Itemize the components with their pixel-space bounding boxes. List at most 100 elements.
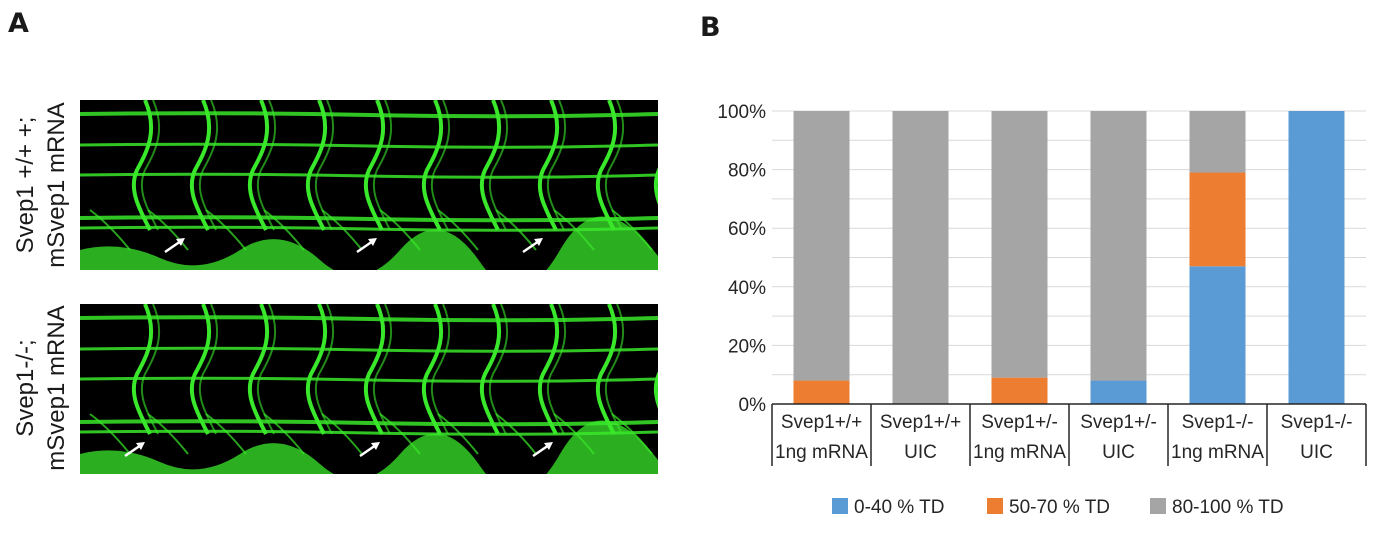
micro-top-segmental-vessel bbox=[604, 99, 625, 231]
row-label-bottom-line2: mSvep1 mRNA bbox=[43, 305, 70, 471]
micro-bottom-segmental-vessel bbox=[653, 303, 676, 435]
micro-top-lymphatic-vessel bbox=[205, 209, 247, 251]
micro-top-lymphatic-vessel bbox=[321, 209, 363, 251]
micro-bottom-lymphatic-vessel bbox=[321, 413, 363, 455]
bar-segment bbox=[991, 377, 1048, 404]
x-tick-label: 1ng mRNA bbox=[1171, 442, 1264, 463]
micro-top-segmental-vessel bbox=[430, 99, 451, 231]
legend-swatch bbox=[1150, 498, 1166, 514]
micro-bottom-segmental-vessel bbox=[131, 303, 154, 435]
micro-top-segmental-vessel bbox=[140, 99, 161, 231]
bar-segment bbox=[793, 380, 850, 404]
x-tick-label: UIC bbox=[1102, 442, 1135, 463]
micro-bottom-segmental-vessel bbox=[546, 303, 567, 435]
micro-top-segmental-vessel bbox=[488, 99, 509, 231]
micro-top-segmental-vessel bbox=[595, 99, 618, 231]
micro-bottom-segmental-vessel bbox=[314, 303, 335, 435]
micro-top-segmental-vessel bbox=[247, 99, 270, 231]
y-tick-label: 40% bbox=[728, 278, 766, 299]
micro-bottom-segmental-vessel bbox=[430, 303, 451, 435]
micro-top-axial-vessel bbox=[79, 111, 659, 119]
x-tick-label: Svep1-/- bbox=[1281, 412, 1353, 433]
micro-top-segmental-vessel bbox=[198, 99, 219, 231]
legend-label: 50-70 % TD bbox=[1009, 497, 1110, 518]
micro-top-segmental-vessel bbox=[653, 99, 676, 231]
micro-top-segmental-vessel bbox=[546, 99, 567, 231]
bar-segment bbox=[1189, 111, 1246, 173]
x-tick-label: Svep1+/+ bbox=[880, 412, 961, 433]
bar-segment bbox=[1189, 172, 1246, 267]
micro-top-arrow bbox=[164, 238, 185, 254]
micro-bottom-segmental-vessel bbox=[595, 303, 618, 435]
micro-bottom-lymphatic-vessel bbox=[495, 413, 537, 455]
micro-bottom-segmental-vessel bbox=[247, 303, 270, 435]
micro-bottom-segmental-vessel bbox=[537, 303, 560, 435]
micro-top-segmental-vessel bbox=[421, 99, 444, 231]
micro-bottom-segmental-vessel bbox=[305, 303, 328, 435]
y-tick-label: 20% bbox=[728, 336, 766, 357]
micro-bottom-arrow bbox=[124, 442, 145, 458]
microscopy-image-top bbox=[79, 99, 683, 289]
row-label-top-line1: Svep1 +/+ +; bbox=[12, 116, 39, 254]
micro-top-arrow bbox=[356, 238, 377, 254]
bar-segment bbox=[793, 111, 850, 381]
row-label-top: Svep1 +/+ +; mSvep1 mRNA bbox=[10, 90, 74, 280]
row-label-bottom: Svep1-/-; mSvep1 mRNA bbox=[10, 293, 74, 483]
micro-bottom-segmental-vessel bbox=[488, 303, 509, 435]
micro-top-lymphatic-vessel bbox=[147, 209, 189, 251]
micro-top-segmental-vessel bbox=[314, 99, 335, 231]
x-tick-label: Svep1+/+ bbox=[781, 412, 862, 433]
micro-top-segmental-vessel bbox=[256, 99, 277, 231]
micro-bottom-segmental-vessel bbox=[372, 303, 393, 435]
micro-top-arrow bbox=[522, 238, 543, 254]
legend-swatch bbox=[832, 498, 848, 514]
micro-top-lymphatic-vessel bbox=[89, 209, 131, 251]
legend-swatch bbox=[987, 498, 1003, 514]
bar-segment bbox=[1090, 111, 1147, 381]
micro-bottom-segmental-vessel bbox=[140, 303, 161, 435]
micro-bottom-segmental-vessel bbox=[363, 303, 386, 435]
stacked-bar-chart: 0% 20% 40% 60% 80% 100% Svep1+/+ 1ng mRNA Svep1+… bbox=[700, 90, 1380, 546]
bar-segment bbox=[1189, 266, 1246, 404]
micro-bottom-segmental-vessel bbox=[256, 303, 277, 435]
micro-top-segmental-vessel bbox=[363, 99, 386, 231]
x-tick-label: UIC bbox=[1300, 442, 1333, 463]
row-label-bottom-line1: Svep1-/-; bbox=[12, 339, 39, 437]
y-tick-label: 60% bbox=[728, 219, 766, 240]
x-tick-label: Svep1-/- bbox=[1182, 412, 1254, 433]
y-tick-label: 80% bbox=[728, 161, 766, 182]
bar-segment bbox=[1090, 380, 1147, 404]
micro-bottom-arrow bbox=[359, 442, 380, 458]
micro-top-axial-vessel bbox=[79, 172, 659, 179]
x-tick-label: UIC bbox=[904, 442, 937, 463]
panel-a-label: A bbox=[8, 8, 29, 39]
legend-label: 0-40 % TD bbox=[854, 497, 944, 518]
x-tick-label: 1ng mRNA bbox=[973, 442, 1066, 463]
micro-bottom-arrow bbox=[532, 442, 553, 458]
micro-bottom-axial-vessel bbox=[79, 315, 659, 323]
bar-segment bbox=[991, 111, 1048, 378]
micro-top-segmental-vessel bbox=[479, 99, 502, 231]
micro-bottom-segmental-vessel bbox=[421, 303, 444, 435]
micro-top-segmental-vessel bbox=[189, 99, 212, 231]
micro-top-segmental-vessel bbox=[537, 99, 560, 231]
micro-top-axial-vessel bbox=[79, 225, 659, 232]
micro-bottom-axial-vessel bbox=[79, 376, 659, 383]
micro-bottom-axial-vessel bbox=[79, 346, 659, 353]
y-tick-label: 100% bbox=[717, 102, 766, 123]
x-tick-label: 1ng mRNA bbox=[775, 442, 868, 463]
x-tick-label: Svep1+/- bbox=[981, 412, 1058, 433]
panel-b-label: B bbox=[700, 12, 721, 43]
micro-top-segmental-vessel bbox=[305, 99, 328, 231]
micro-top-lymphatic-vessel bbox=[263, 209, 305, 251]
micro-bottom-lymphatic-vessel bbox=[205, 413, 247, 455]
micro-bottom-segmental-vessel bbox=[189, 303, 212, 435]
bar-segment bbox=[892, 111, 949, 404]
micro-bottom-segmental-vessel bbox=[604, 303, 625, 435]
micro-bottom-segmental-vessel bbox=[479, 303, 502, 435]
micro-bottom-axial-vessel bbox=[79, 429, 659, 436]
micro-top-lymphatic-vessel bbox=[437, 209, 479, 251]
micro-top-segmental-vessel bbox=[131, 99, 154, 231]
micro-top-segmental-vessel bbox=[372, 99, 393, 231]
microscopy-image-bottom bbox=[79, 303, 683, 493]
